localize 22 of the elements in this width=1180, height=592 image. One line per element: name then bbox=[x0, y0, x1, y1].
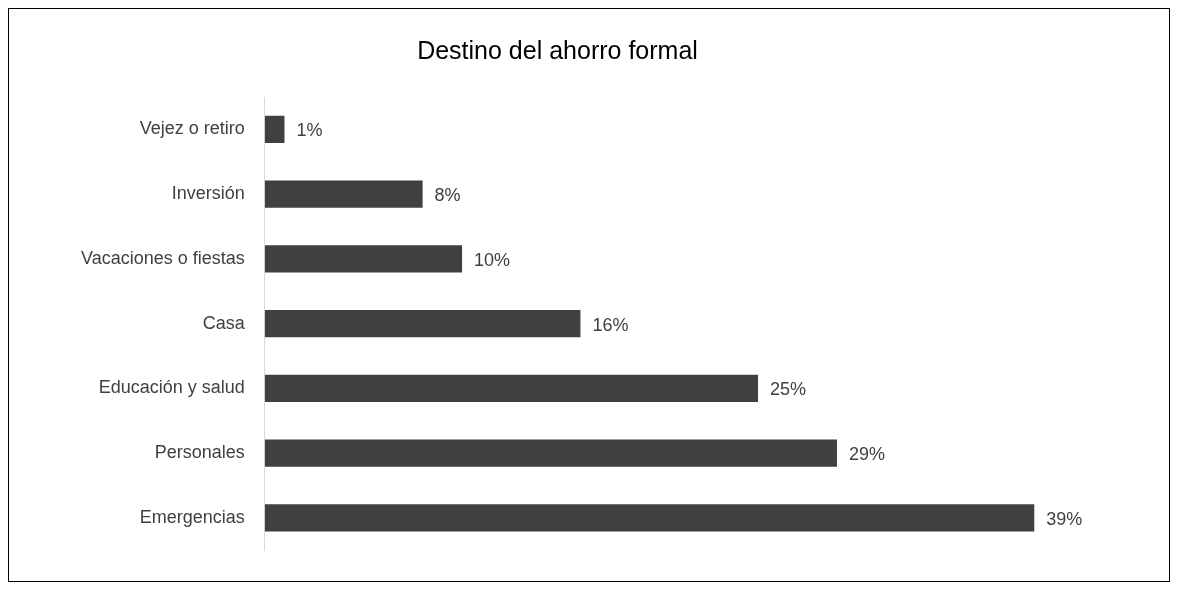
y-tick-label: Casa bbox=[202, 312, 246, 333]
data-label: 25% bbox=[770, 379, 807, 400]
bar bbox=[264, 115, 285, 143]
bar bbox=[264, 310, 581, 338]
chart-title: Destino del ahorro formal bbox=[417, 35, 698, 64]
data-label: 10% bbox=[474, 249, 511, 270]
bar bbox=[264, 504, 1035, 532]
y-tick-label: Educación y salud bbox=[98, 377, 245, 398]
y-tick-label: Personales bbox=[154, 442, 245, 463]
y-tick-label: Vejez o retiro bbox=[139, 118, 245, 139]
data-label: 1% bbox=[296, 120, 323, 141]
bar bbox=[264, 245, 463, 273]
data-label: 16% bbox=[592, 314, 629, 335]
bar bbox=[264, 374, 759, 402]
y-tick-label: Vacaciones o fiestas bbox=[80, 247, 245, 268]
y-tick-label: Inversión bbox=[171, 183, 245, 204]
data-label: 29% bbox=[848, 444, 885, 465]
y-tick-label: Emergencias bbox=[139, 506, 245, 527]
data-label: 39% bbox=[1046, 508, 1083, 529]
data-label: 8% bbox=[434, 185, 461, 206]
bar bbox=[264, 180, 423, 208]
bar bbox=[264, 439, 837, 467]
